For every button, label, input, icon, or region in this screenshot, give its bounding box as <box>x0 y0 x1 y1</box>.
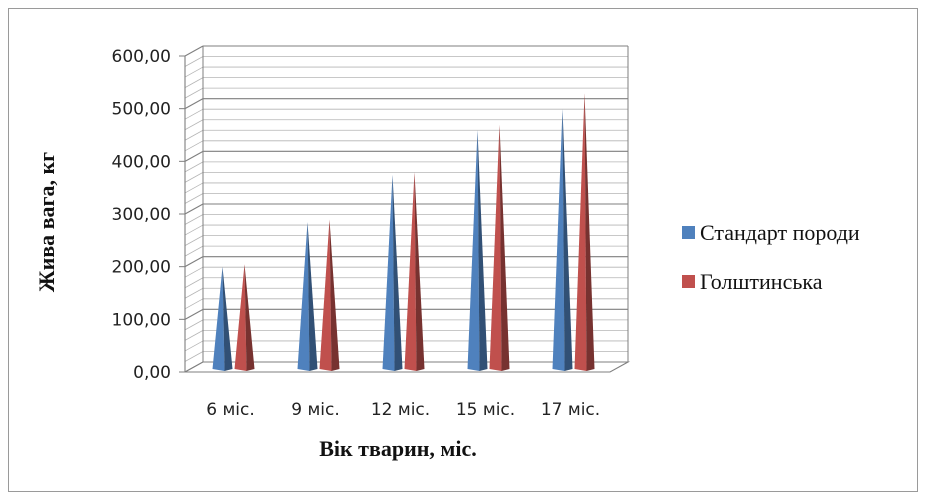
y-tick-labels: 0,00 100,00 200,00 300,00 400,00 500,00 600,00 <box>112 47 171 383</box>
cone-holstein-2 <box>404 172 425 371</box>
cone-holstein-0 <box>234 264 255 371</box>
side-gridline <box>184 129 204 141</box>
side-gridline <box>184 56 204 67</box>
cone-standard-2 <box>382 174 403 371</box>
side-gridline <box>184 214 204 225</box>
side-gridline <box>184 172 204 183</box>
side-gridline <box>184 161 204 173</box>
y-tick-label: 600,00 <box>112 47 171 67</box>
side-gridline <box>184 193 204 204</box>
side-gridline <box>184 108 204 120</box>
cone-face-lit <box>404 172 417 371</box>
y-tick-label: 0,00 <box>133 363 171 383</box>
cone-face-lit <box>382 174 395 371</box>
bar-layer <box>212 93 595 371</box>
side-gridline <box>184 287 204 299</box>
x-category-label: 12 міс. <box>371 400 430 420</box>
legend-swatch-holstein <box>682 275 695 288</box>
y-axis-title: Жива вага, кг <box>34 152 59 292</box>
cone-standard-4 <box>552 108 573 371</box>
y-tick-label: 500,00 <box>112 100 171 120</box>
cone-face-lit <box>552 108 565 371</box>
cone-face-shade <box>499 124 510 371</box>
x-category-label: 15 міс. <box>456 400 515 420</box>
x-category-label: 17 міс. <box>541 400 600 420</box>
cone-face-lit <box>212 266 225 371</box>
side-gridline <box>184 256 204 268</box>
x-axis-title: Вік тварин, міс. <box>319 436 477 461</box>
side-gridline <box>184 298 204 310</box>
y-tick-label: 100,00 <box>112 310 171 330</box>
side-gridline <box>184 235 204 246</box>
side-gridline <box>184 224 204 236</box>
side-gridline <box>184 319 204 331</box>
side-gridline <box>184 245 204 257</box>
y-tick-label: 300,00 <box>112 205 171 225</box>
side-gridline <box>184 77 204 88</box>
cone-face-shade <box>244 264 255 371</box>
cone-face-shade <box>414 172 425 371</box>
cone-holstein-1 <box>319 219 340 371</box>
side-gridline <box>184 98 204 110</box>
cone-face-shade <box>329 219 340 371</box>
side-gridline <box>184 340 204 352</box>
side-gridline <box>184 277 204 289</box>
cone-standard-1 <box>297 222 318 371</box>
cone-standard-3 <box>467 130 488 371</box>
side-gridline <box>184 351 204 362</box>
legend-label-holstein: Голштинська <box>700 269 823 294</box>
side-gridline <box>184 66 204 78</box>
side-gridline <box>184 150 204 162</box>
y-tick-label: 400,00 <box>112 152 171 172</box>
side-gridline <box>184 308 204 320</box>
side-gridline <box>184 45 204 57</box>
cone-face-shade <box>307 222 318 371</box>
cone-holstein-3 <box>489 124 510 371</box>
cone-face-shade <box>584 93 595 371</box>
cone-face-lit <box>467 130 480 371</box>
legend: Стандарт породи Голштинська <box>682 220 860 294</box>
side-gridline <box>184 87 204 99</box>
x-category-labels: 6 міс. 9 міс. 12 міс. 15 міс. 17 міс. <box>206 400 600 420</box>
side-gridline <box>184 119 204 131</box>
x-category-label: 6 міс. <box>206 400 255 420</box>
cone-face-lit <box>319 219 332 371</box>
side-gridline <box>184 266 204 278</box>
x-category-label: 9 міс. <box>291 400 340 420</box>
side-gridline <box>184 203 204 215</box>
legend-label-standard: Стандарт породи <box>700 220 860 245</box>
cone-standard-0 <box>212 266 233 371</box>
cone-face-shade <box>222 266 233 371</box>
cone-face-shade <box>477 130 488 371</box>
side-gridline <box>184 330 204 341</box>
cone-face-shade <box>392 174 403 371</box>
legend-swatch-standard <box>682 226 695 239</box>
side-gridline <box>184 140 204 152</box>
cone-face-lit <box>574 93 587 371</box>
cone-face-lit <box>489 124 502 371</box>
cone-face-lit <box>234 264 247 371</box>
y-tick-label: 200,00 <box>112 258 171 278</box>
side-gridline <box>184 182 204 194</box>
cone-holstein-4 <box>574 93 595 371</box>
cone-face-shade <box>562 108 573 371</box>
cone-face-lit <box>297 222 310 371</box>
